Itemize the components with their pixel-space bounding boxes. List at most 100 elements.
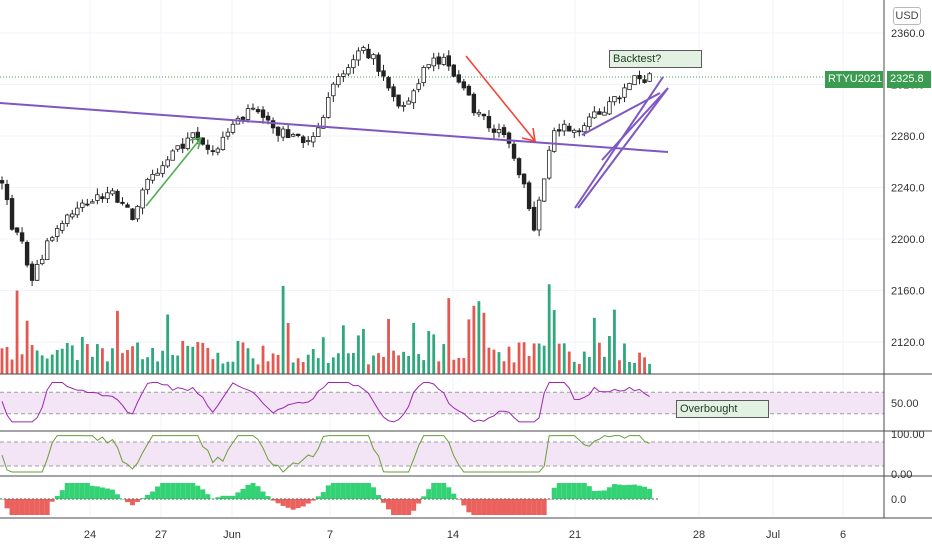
candle-body: [632, 75, 637, 86]
candle-body: [215, 148, 221, 153]
osc-bar: [406, 499, 412, 515]
osc-bar: [14, 499, 20, 515]
candle-body: [190, 132, 195, 139]
candle-body: [210, 150, 216, 152]
candle-body: [90, 201, 95, 204]
osc-bar: [230, 495, 236, 499]
osc-bar: [647, 488, 653, 499]
osc-bar: [611, 484, 617, 499]
candle-body: [346, 67, 351, 75]
currency-button[interactable]: USD: [893, 7, 921, 25]
volume-bar: [582, 351, 586, 374]
volume-bar: [251, 358, 255, 374]
osc-bar: [436, 483, 442, 499]
osc-bar: [64, 483, 70, 499]
candle-body: [24, 241, 30, 266]
volume-bar: [316, 358, 320, 374]
volume-bar: [331, 357, 335, 374]
osc-bar: [606, 487, 612, 499]
rsi-pane: [0, 382, 884, 423]
backtest-note[interactable]: Backtest?: [609, 50, 702, 68]
volume-bars: [0, 284, 651, 374]
time-tick-label: 21: [569, 529, 581, 541]
candle-body: [34, 263, 40, 281]
volume-bar: [357, 335, 360, 374]
osc-bar: [135, 499, 141, 502]
volume-bar: [467, 319, 471, 374]
candle-body: [9, 198, 15, 230]
candle-body: [195, 131, 200, 140]
price-tick-label: 2240.0: [891, 183, 925, 195]
osc-bar: [345, 483, 351, 499]
candle-body: [541, 178, 547, 202]
volume-bar: [80, 337, 84, 374]
osc-bar: [79, 483, 85, 499]
candle-body: [0, 180, 5, 184]
candle-body: [557, 129, 562, 132]
osc-bar: [170, 483, 176, 499]
osc-bar: [160, 483, 166, 499]
osc-bar: [596, 490, 602, 499]
volume-bar: [201, 342, 205, 374]
osc-bar: [381, 499, 387, 503]
volume-bar: [592, 317, 596, 374]
osc-bar: [145, 494, 151, 499]
candle-body: [602, 111, 607, 116]
candle-body: [351, 59, 356, 69]
price-tick-label: 2120.0: [891, 337, 925, 349]
osc-bar: [561, 483, 567, 499]
volume-bar: [166, 314, 170, 374]
candle-body: [300, 136, 306, 144]
time-axis: 24 27 Jun 7 14 21 28 Jul 6: [84, 529, 846, 541]
volume-bar: [0, 348, 4, 374]
rsi-line: [1, 382, 650, 423]
overbought-note[interactable]: Overbought: [676, 400, 769, 418]
candle-body: [200, 137, 205, 145]
osc-bar: [531, 499, 537, 515]
osc-bar: [546, 499, 552, 500]
candle-body: [516, 158, 522, 176]
osc-bar: [411, 499, 417, 511]
osc-bar: [39, 499, 45, 515]
candle-body: [175, 145, 180, 150]
volume-bar: [50, 354, 54, 374]
candle-body: [85, 203, 90, 206]
volume-bar: [65, 342, 69, 374]
candle-body: [105, 192, 110, 200]
osc-bar: [119, 499, 125, 500]
volume-bar: [462, 358, 466, 374]
osc-bar: [285, 499, 291, 508]
osc-bar: [190, 483, 196, 499]
volume-bar: [597, 342, 601, 374]
candle-body: [441, 56, 446, 65]
volume-bar: [131, 346, 134, 374]
osc-bar: [200, 489, 206, 499]
volume-bar: [336, 353, 340, 374]
osc-bar: [601, 490, 607, 499]
candle-body: [501, 127, 507, 135]
volume-bar: [236, 340, 240, 374]
osc-bar: [335, 483, 341, 499]
candle-body: [160, 165, 165, 174]
osc-tick-label: 0.0: [891, 494, 906, 506]
osc-bar: [642, 486, 648, 499]
osc-bar: [210, 498, 216, 500]
osc-bar: [84, 483, 90, 499]
volume-bar: [181, 340, 185, 374]
candle-body: [95, 194, 100, 201]
volume-bar: [502, 361, 506, 374]
candle-body: [642, 79, 647, 83]
last-price-label: 2325.8: [887, 71, 931, 88]
osc-bar: [44, 499, 50, 515]
price-tick-label: 2280.0: [891, 131, 925, 143]
osc-bar: [270, 499, 276, 501]
osc-bar: [320, 492, 326, 499]
volume-bar: [126, 350, 129, 374]
osc-bar: [310, 499, 316, 501]
osc-bar: [621, 485, 627, 499]
volume-bar: [10, 359, 14, 374]
volume-bar: [101, 348, 104, 374]
candle-body: [451, 64, 456, 77]
volume-bar: [643, 357, 646, 374]
